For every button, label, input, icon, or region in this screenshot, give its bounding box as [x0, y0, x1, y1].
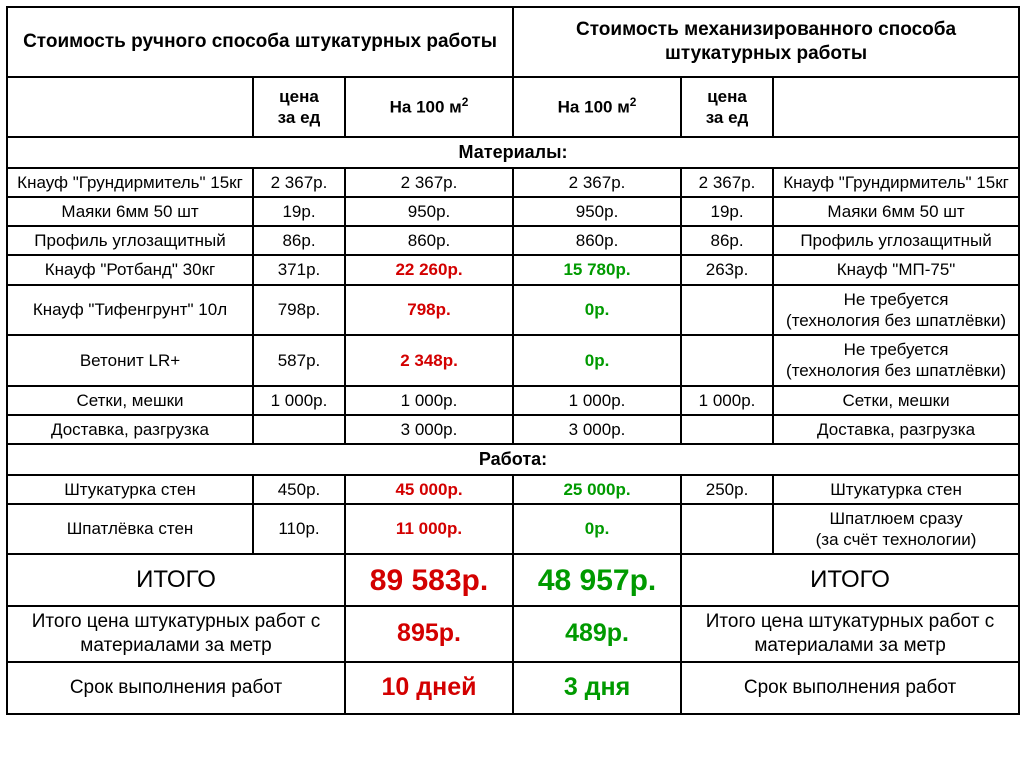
duration-label-l: Срок выполнения работ [7, 662, 345, 714]
cell: 3 000р. [345, 415, 513, 444]
duration-right: 3 дня [513, 662, 681, 714]
cell: 860р. [345, 226, 513, 255]
header-manual: Стоимость ручного способа штукатурных ра… [7, 7, 513, 77]
col-name-r [773, 77, 1019, 138]
duration-left: 10 дней [345, 662, 513, 714]
cell: Кнауф "Грундирмитель" 15кг [773, 168, 1019, 197]
per-meter-label-r: Итого цена штукатурных работ с материала… [681, 606, 1019, 662]
section-work: Работа: [7, 444, 1019, 475]
cell: 2 367р. [253, 168, 345, 197]
total-label-r: ИТОГО [681, 554, 1019, 606]
cell: 450р. [253, 475, 345, 504]
cell: Не требуется(технология без шпатлёвки) [773, 285, 1019, 336]
cell: 1 000р. [345, 386, 513, 415]
cell: 1 000р. [253, 386, 345, 415]
cell: Штукатурка стен [773, 475, 1019, 504]
cell: Доставка, разгрузка [7, 415, 253, 444]
cell: 25 000р. [513, 475, 681, 504]
header-mechanical: Стоимость механизированного способа штук… [513, 7, 1019, 77]
cell: 371р. [253, 255, 345, 284]
section-materials: Материалы: [7, 137, 1019, 168]
cell: 1 000р. [513, 386, 681, 415]
cell: 19р. [253, 197, 345, 226]
cell: Профиль углозащитный [7, 226, 253, 255]
cell: 2 348р. [345, 335, 513, 386]
cell: 1 000р. [681, 386, 773, 415]
cell: 15 780р. [513, 255, 681, 284]
cell: 0р. [513, 285, 681, 336]
col-price-unit-l: ценаза ед [253, 77, 345, 138]
cell: 110р. [253, 504, 345, 555]
cell: Кнауф "Ротбанд" 30кг [7, 255, 253, 284]
cell: 19р. [681, 197, 773, 226]
cell: Не требуется(технология без шпатлёвки) [773, 335, 1019, 386]
cell [681, 504, 773, 555]
cell: Кнауф "МП-75" [773, 255, 1019, 284]
cell: 11 000р. [345, 504, 513, 555]
cell: 86р. [681, 226, 773, 255]
cell [681, 335, 773, 386]
per-meter-left: 895р. [345, 606, 513, 662]
cell: 86р. [253, 226, 345, 255]
total-label-l: ИТОГО [7, 554, 345, 606]
cell: 2 367р. [345, 168, 513, 197]
cell [253, 415, 345, 444]
cell: Профиль углозащитный [773, 226, 1019, 255]
cell: 587р. [253, 335, 345, 386]
cell: Ветонит LR+ [7, 335, 253, 386]
cell: Сетки, мешки [7, 386, 253, 415]
cell: 860р. [513, 226, 681, 255]
cell: 45 000р. [345, 475, 513, 504]
per-meter-label-l: Итого цена штукатурных работ с материала… [7, 606, 345, 662]
duration-label-r: Срок выполнения работ [681, 662, 1019, 714]
cell: Штукатурка стен [7, 475, 253, 504]
col-per100-l: На 100 м2 [345, 77, 513, 138]
cell [681, 285, 773, 336]
cell: Шпатлюем сразу(за счёт технологии) [773, 504, 1019, 555]
cell: 798р. [345, 285, 513, 336]
cell: Доставка, разгрузка [773, 415, 1019, 444]
col-price-unit-r: ценаза ед [681, 77, 773, 138]
total-left: 89 583р. [345, 554, 513, 606]
cell: 950р. [345, 197, 513, 226]
col-per100-r: На 100 м2 [513, 77, 681, 138]
col-name-l [7, 77, 253, 138]
cell: 0р. [513, 504, 681, 555]
cell: Кнауф "Тифенгрунт" 10л [7, 285, 253, 336]
cell: Шпатлёвка стен [7, 504, 253, 555]
cell: 798р. [253, 285, 345, 336]
cell: Маяки 6мм 50 шт [773, 197, 1019, 226]
comparison-table: Стоимость ручного способа штукатурных ра… [6, 6, 1020, 715]
cell: Маяки 6мм 50 шт [7, 197, 253, 226]
cell: 950р. [513, 197, 681, 226]
cell: 22 260р. [345, 255, 513, 284]
cell: 2 367р. [681, 168, 773, 197]
per-meter-right: 489р. [513, 606, 681, 662]
cell: 3 000р. [513, 415, 681, 444]
cell: 0р. [513, 335, 681, 386]
cell: 250р. [681, 475, 773, 504]
cell: 263р. [681, 255, 773, 284]
total-right: 48 957р. [513, 554, 681, 606]
cell: Кнауф "Грундирмитель" 15кг [7, 168, 253, 197]
cell [681, 415, 773, 444]
cell: 2 367р. [513, 168, 681, 197]
cell: Сетки, мешки [773, 386, 1019, 415]
